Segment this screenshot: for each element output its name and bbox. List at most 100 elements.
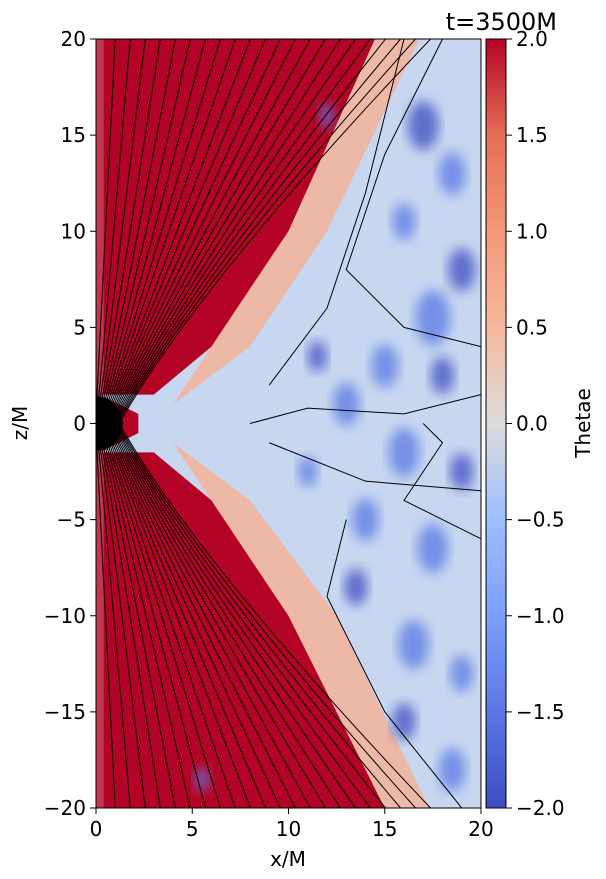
colorbar-ticks: −2.0 −1.5 −1.0 −0.5 0.0 0.5 1.0 1.5 2.0 <box>506 27 565 820</box>
y-tick-label: −5 <box>57 508 86 532</box>
cold-patch <box>332 382 360 426</box>
field-line <box>115 39 311 409</box>
field-line <box>115 438 311 808</box>
cold-patch <box>352 498 379 542</box>
field-line <box>107 445 221 808</box>
colorbar-tick-label: 1.5 <box>516 123 548 147</box>
field-line <box>120 426 431 808</box>
field-line <box>118 434 356 808</box>
y-tick-label: −15 <box>44 700 86 724</box>
x-axis-ticks: 0 5 10 15 20 <box>90 808 494 841</box>
field-line <box>96 39 116 399</box>
colorbar-tick-label: 0.5 <box>516 315 548 339</box>
cold-patch <box>344 568 368 606</box>
y-tick-label: 0 <box>73 412 86 436</box>
cold-patch <box>450 654 474 692</box>
y-axis-label: z/M <box>8 406 32 441</box>
field-line <box>403 423 481 540</box>
colorbar-tick-label: −2.0 <box>516 796 565 820</box>
cold-patch <box>438 152 466 196</box>
colorbar-tick-label: −1.5 <box>516 700 565 724</box>
field-line <box>345 39 481 348</box>
x-axis-label: x/M <box>270 847 306 871</box>
field-line <box>109 39 236 403</box>
field-line <box>117 39 341 412</box>
field-line <box>98 448 131 808</box>
field-line-contours <box>96 39 481 808</box>
field-line <box>119 39 401 418</box>
colorbar <box>485 38 507 809</box>
x-tick-label: 10 <box>276 817 301 841</box>
field-line <box>120 427 416 808</box>
field-line <box>99 448 146 808</box>
colorbar-tick-label: −0.5 <box>516 508 565 532</box>
y-tick-label: 10 <box>61 219 86 243</box>
field-line <box>99 39 146 399</box>
cold-patch <box>392 703 416 740</box>
x-tick-label: 20 <box>468 817 493 841</box>
cold-patch <box>319 103 335 129</box>
colorbar-label: Thetae <box>571 388 595 459</box>
cold-patch <box>450 453 474 491</box>
y-tick-label: 5 <box>73 315 86 339</box>
x-tick-label: 0 <box>90 817 103 841</box>
cold-patch <box>398 619 430 670</box>
field-line <box>106 445 206 808</box>
y-tick-label: −20 <box>44 796 86 820</box>
plot-area <box>96 39 481 808</box>
y-axis-ticks: −20 −15 −10 −5 0 5 10 15 20 <box>44 27 96 820</box>
y-tick-label: 20 <box>61 27 86 51</box>
colorbar-tick-label: 0.0 <box>516 412 548 436</box>
cold-patch <box>307 340 327 372</box>
field-line <box>117 435 341 808</box>
cold-patch <box>194 766 210 792</box>
field-line <box>120 39 416 420</box>
y-tick-label: −10 <box>44 604 86 628</box>
cold-patch <box>371 344 399 388</box>
field-line <box>268 39 405 386</box>
sheath-lower <box>173 442 430 808</box>
field-line <box>113 441 281 808</box>
colorbar-tick-label: −1.0 <box>516 604 565 628</box>
field-line <box>114 439 296 808</box>
x-tick-label: 5 <box>186 817 199 841</box>
y-tick-label: 15 <box>61 123 86 147</box>
sheath-upper <box>173 39 420 405</box>
field-line <box>111 442 266 808</box>
field-line <box>120 39 431 421</box>
field-line <box>106 39 206 402</box>
field-line <box>111 39 266 405</box>
field-line <box>101 447 161 808</box>
field-line <box>104 446 191 808</box>
chart-title: t=3500M <box>446 8 557 36</box>
field-line <box>96 448 116 808</box>
colorbar-tick-label: 2.0 <box>516 27 548 51</box>
cold-patch <box>415 290 451 346</box>
jet-region-lower <box>96 452 385 808</box>
field-line <box>119 431 386 808</box>
colorbar-tick-label: 1.0 <box>516 219 548 243</box>
field-line <box>109 444 236 808</box>
field-line <box>103 447 176 808</box>
field-line <box>269 442 481 492</box>
cold-patch <box>388 427 420 477</box>
cold-patch <box>448 248 476 292</box>
field-line <box>118 39 371 415</box>
field-line <box>98 39 131 399</box>
field-line <box>104 39 191 401</box>
field-line <box>110 39 251 404</box>
cold-patch <box>430 356 455 394</box>
field-line <box>103 39 176 400</box>
cold-patch <box>298 456 318 487</box>
field-line <box>116 437 326 808</box>
field-line <box>326 519 463 808</box>
field-line <box>119 429 401 808</box>
field-line <box>249 394 481 424</box>
cold-patch <box>392 203 416 241</box>
x-tick-label: 15 <box>372 817 397 841</box>
cold-patch <box>407 100 439 151</box>
black-hole <box>96 396 123 451</box>
field-line <box>107 39 221 402</box>
cold-patch <box>438 748 466 792</box>
